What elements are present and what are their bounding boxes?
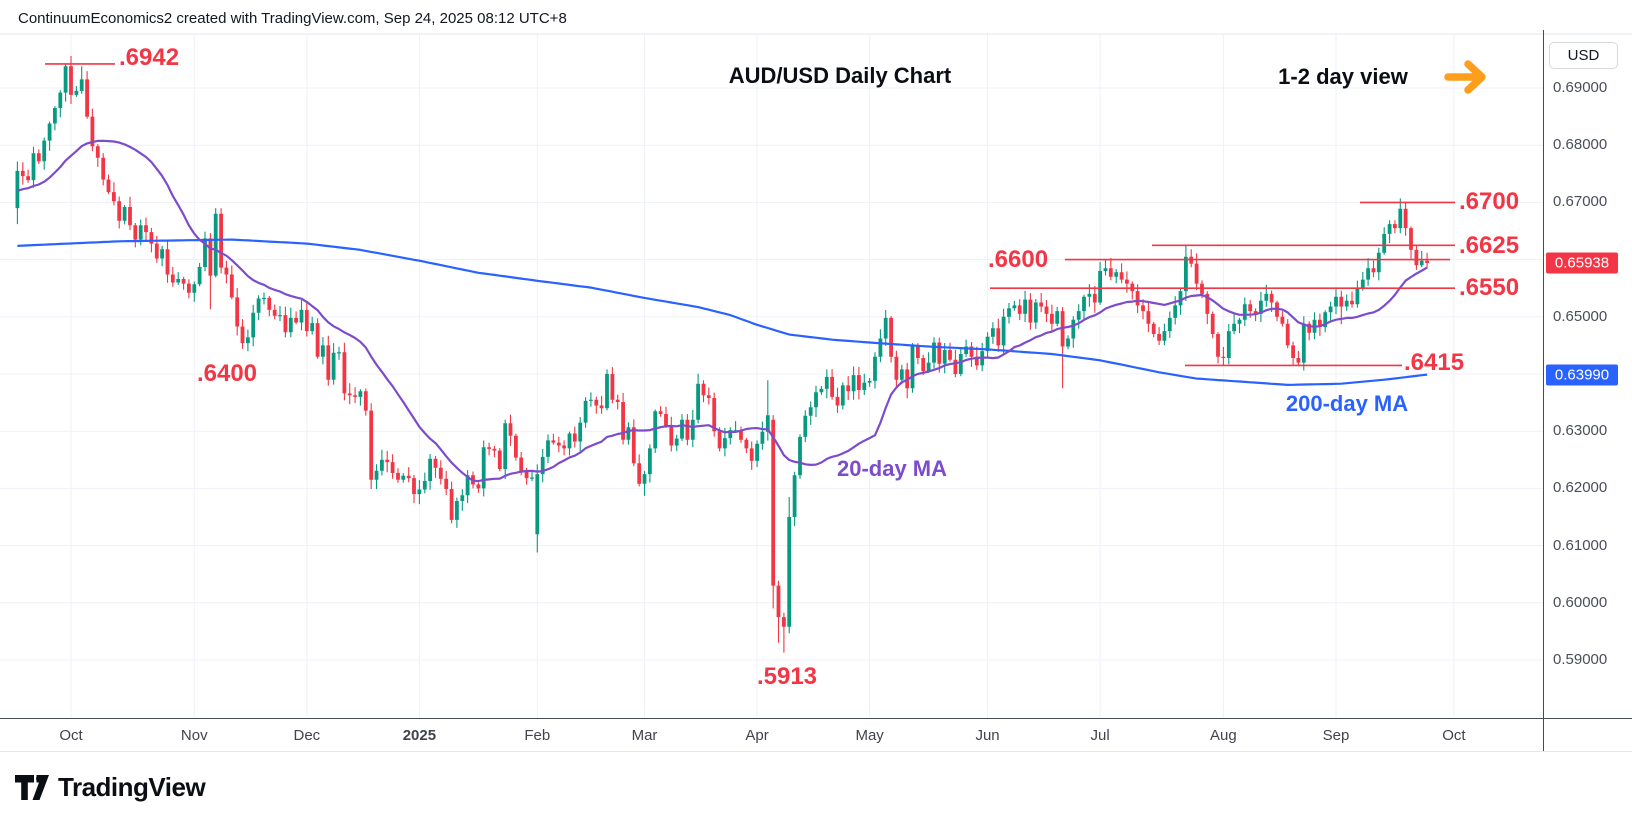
month-tick-label: Oct (59, 727, 83, 744)
price-tick-label: 0.68000 (1553, 136, 1608, 154)
ma20-line (17, 139, 1428, 483)
month-tick-label: Jul (1090, 727, 1110, 744)
view-note: 1-2 day view (1278, 64, 1408, 89)
month-tick-label: Mar (631, 727, 658, 744)
month-tick-label: Feb (524, 727, 551, 744)
month-tick-label: Dec (293, 727, 321, 744)
price-tick-label: 0.67000 (1553, 193, 1608, 211)
tradingview-wordmark: TradingView (58, 772, 206, 802)
level-label: .6400 (196, 360, 258, 387)
price-tick-label: 0.60000 (1553, 593, 1608, 611)
right-arrow-icon (1444, 60, 1486, 94)
tradingview-footer[interactable]: TradingView (15, 772, 206, 803)
candle-bodies-down (20, 66, 1429, 627)
month-tick-label: Jun (975, 727, 1000, 744)
month-tick-label: 2025 (402, 727, 437, 744)
level-label: .5913 (756, 663, 818, 690)
chart-title: AUD/USD Daily Chart (728, 63, 952, 88)
level-label: .6600 (988, 246, 1049, 273)
price-tick-label: 0.63000 (1553, 422, 1608, 440)
candle-bodies-up (15, 66, 1424, 627)
tradingview-logo-icon (15, 775, 49, 800)
level-label: .6942 (119, 44, 180, 71)
month-tick-label: Aug (1210, 727, 1237, 744)
price-tick-label: 0.59000 (1553, 651, 1608, 668)
price-tick-label: 0.62000 (1553, 479, 1608, 497)
ma200-line (17, 238, 1428, 386)
month-tick-label: Nov (180, 727, 208, 744)
ma20-label: 20-day MA (836, 456, 948, 481)
level-label: .6700 (1459, 188, 1520, 215)
ma200-label: 200-day MA (1285, 391, 1409, 416)
month-tick-label: May (855, 727, 884, 744)
month-tick-label: Apr (745, 727, 769, 744)
price-tick-label: 0.69000 (1553, 79, 1608, 96)
level-label: .6625 (1459, 232, 1520, 259)
ma200-value-badge: 0.63990 (1546, 364, 1618, 386)
last-price-badge: 0.65938 (1546, 252, 1618, 274)
month-tick-label: Oct (1442, 727, 1466, 744)
candle-wicks-up (16, 64, 1423, 634)
level-label: .6550 (1459, 274, 1520, 301)
month-tick-label: Sep (1322, 727, 1350, 744)
level-label: .6415 (1404, 349, 1465, 376)
price-tick-label: 0.61000 (1553, 536, 1608, 554)
currency-unit-button[interactable]: USD (1549, 42, 1618, 69)
price-tick-label: 0.65000 (1553, 307, 1608, 325)
attribution-text: ContinuumEconomics2 created with Trading… (18, 10, 567, 27)
